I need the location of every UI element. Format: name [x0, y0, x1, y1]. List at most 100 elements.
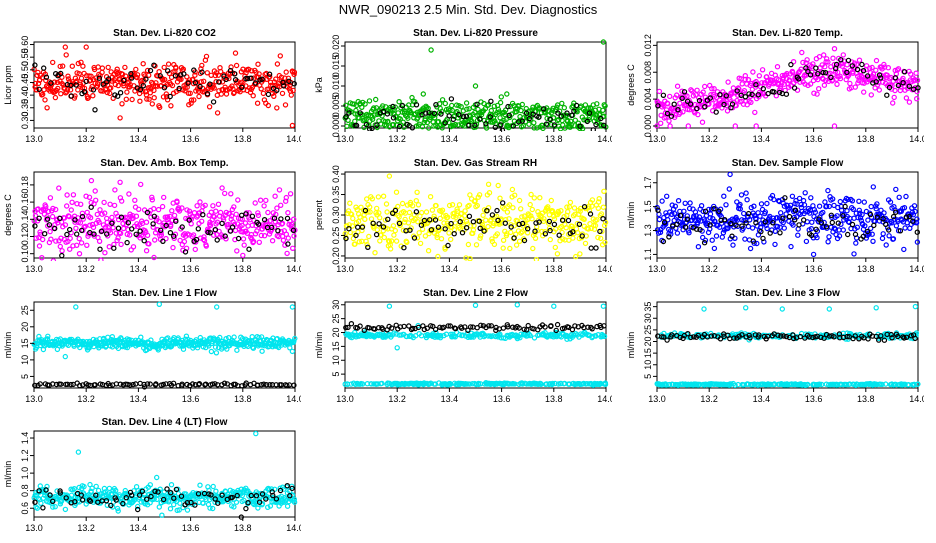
data-point-hourly	[590, 127, 596, 131]
y-tick-label: 1.5	[643, 200, 653, 213]
data-point	[207, 505, 213, 511]
scatter-points	[654, 46, 921, 129]
data-point-hourly	[844, 333, 850, 340]
data-point-hourly	[422, 110, 429, 116]
data-point	[712, 218, 718, 225]
data-point	[171, 212, 178, 219]
data-point	[600, 107, 606, 114]
data-point-hourly	[554, 321, 561, 328]
data-point	[255, 210, 261, 216]
data-point	[912, 77, 918, 83]
data-point-hourly	[170, 233, 177, 239]
data-point	[588, 225, 594, 232]
data-point	[386, 303, 393, 309]
data-point-hourly	[895, 333, 901, 340]
data-point-hourly	[248, 75, 254, 81]
data-point	[873, 67, 879, 74]
data-point-hourly	[435, 224, 442, 230]
data-point	[913, 70, 919, 76]
data-point-hourly	[573, 102, 580, 109]
data-point	[400, 119, 406, 125]
data-point	[186, 208, 193, 214]
chart-title: Stan. Dev. Line 3 Flow	[735, 288, 840, 299]
data-point	[754, 240, 760, 247]
y-tick-label: 0.000	[331, 115, 341, 138]
data-point	[58, 90, 64, 97]
data-point-hourly	[489, 212, 496, 218]
y-tick-label: 0.008	[643, 61, 653, 84]
data-point-hourly	[430, 323, 436, 330]
data-point	[399, 200, 406, 207]
scatter-points	[31, 44, 298, 129]
data-point	[274, 61, 281, 67]
data-point	[70, 192, 77, 198]
data-point	[285, 210, 291, 216]
data-point	[169, 208, 175, 214]
data-point-hourly	[176, 85, 182, 92]
scatter-points	[654, 303, 921, 389]
data-point	[541, 216, 547, 222]
x-tick-label: 13.8	[857, 264, 875, 274]
data-point	[549, 380, 556, 387]
data-point-hourly	[432, 217, 439, 223]
data-point	[392, 104, 399, 110]
data-point	[507, 245, 513, 252]
data-point	[485, 181, 492, 187]
data-point	[196, 93, 202, 100]
data-point	[896, 194, 902, 201]
data-point	[417, 240, 424, 247]
data-point	[529, 206, 535, 213]
data-point-hourly	[186, 217, 192, 223]
data-point	[94, 211, 101, 218]
data-point	[362, 101, 368, 107]
data-point	[815, 76, 821, 83]
data-point	[80, 216, 87, 222]
data-point	[35, 495, 42, 502]
data-point	[826, 234, 832, 240]
data-point	[435, 253, 441, 260]
chart-panel-l2: Stan. Dev. Line 2 Flow 13.0 13.2 13.4 13.6 13…	[313, 286, 612, 414]
data-point	[213, 208, 219, 214]
chart-panel-co2: Stan. Dev. Li-820 CO2 13.0 13.2 13.4 13.6 13.…	[2, 26, 301, 154]
data-point-hourly	[521, 326, 527, 333]
data-point-hourly	[197, 83, 203, 90]
data-point-hourly	[664, 110, 671, 117]
data-point-hourly	[380, 108, 387, 115]
data-point	[694, 87, 700, 94]
y-tick-label: 30	[643, 313, 653, 323]
data-point-hourly	[792, 207, 799, 213]
data-point-hourly	[259, 76, 265, 82]
data-point-hourly	[424, 325, 431, 331]
data-point	[188, 97, 195, 103]
data-point	[282, 242, 288, 248]
data-point-hourly	[564, 110, 570, 116]
data-point	[416, 230, 422, 236]
data-point	[915, 381, 921, 387]
data-point-hourly	[133, 231, 139, 238]
scatter-points	[31, 430, 298, 520]
data-point	[868, 92, 874, 98]
data-point	[887, 199, 894, 205]
data-point	[40, 91, 46, 98]
data-point	[476, 192, 483, 198]
data-point-hourly	[729, 233, 735, 239]
data-point	[884, 72, 890, 78]
data-point	[890, 100, 896, 106]
data-point	[674, 83, 681, 89]
data-point	[782, 216, 788, 222]
data-point	[600, 303, 607, 309]
data-point	[546, 225, 553, 232]
data-point	[175, 490, 182, 497]
data-point	[485, 223, 491, 230]
data-point-hourly	[409, 325, 416, 332]
data-point-hourly	[346, 225, 352, 232]
y-tick-label: 0.000	[643, 115, 653, 138]
data-point-hourly	[432, 326, 439, 333]
data-point	[228, 213, 235, 219]
data-point-hourly	[584, 118, 590, 125]
data-point	[791, 214, 797, 221]
data-point-hourly	[555, 110, 561, 116]
data-point	[372, 112, 378, 118]
data-point-hourly	[399, 102, 406, 109]
